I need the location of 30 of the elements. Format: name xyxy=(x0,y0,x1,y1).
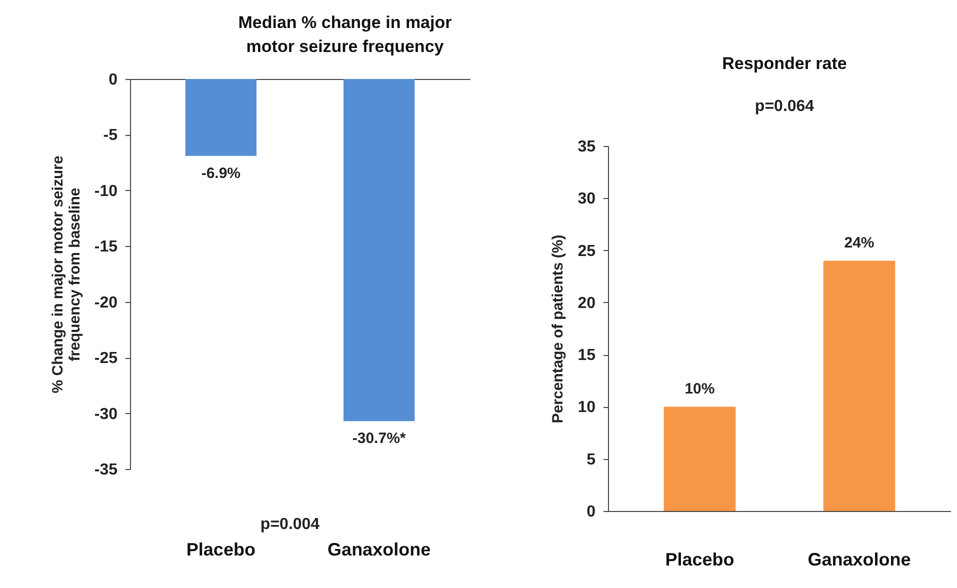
y-tick-label: 35 xyxy=(578,138,596,156)
y-tick-label: 5 xyxy=(586,451,596,468)
text: p=0.064 xyxy=(754,98,814,115)
y-tick-label: 30 xyxy=(578,190,596,208)
y-axis-title: % Change in major motor seizure frequency from baseline xyxy=(49,156,84,394)
chart-title: Median % change in major motor seizure frequency xyxy=(238,13,452,56)
data-label: 24% xyxy=(844,234,874,252)
x-tick-label: Placebo xyxy=(186,540,256,560)
y-tick-label: -20 xyxy=(94,294,118,312)
y-tick-label: -15 xyxy=(94,238,118,256)
y-tick-label: 10 xyxy=(578,399,596,416)
y-tick-label: 25 xyxy=(578,242,596,260)
x-tick-label: Ganaxolone xyxy=(808,550,911,570)
y-tick-label: -10 xyxy=(94,182,118,200)
y-tick-label: -25 xyxy=(94,350,118,368)
data-label: 10% xyxy=(684,380,715,398)
data-label: -30.7%* xyxy=(352,430,406,448)
x-tick-label: Placebo xyxy=(665,550,734,570)
y-tick-label: 0 xyxy=(108,72,118,88)
y-tick-label: 20 xyxy=(578,294,596,312)
text: p=0.004 xyxy=(260,516,320,533)
y-tick-label: -5 xyxy=(103,127,118,144)
y-axis-title: Percentage of patients (%) xyxy=(550,234,567,424)
x-tick-label: Ganaxolone xyxy=(328,540,431,560)
y-tick-label: 0 xyxy=(586,504,596,520)
y-tick-label: 15 xyxy=(578,347,596,364)
chart-title: Responder rate xyxy=(722,54,847,73)
y-tick-label: -35 xyxy=(94,462,118,478)
data-label: -6.9% xyxy=(201,164,241,182)
y-tick-label: -30 xyxy=(94,406,118,423)
